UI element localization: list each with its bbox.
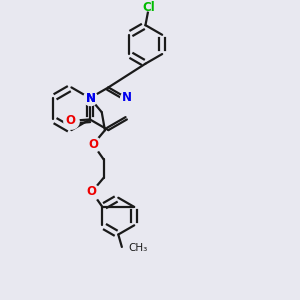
Text: N: N [85, 92, 95, 105]
Text: O: O [66, 114, 76, 128]
Text: CH₃: CH₃ [128, 243, 148, 254]
Text: N: N [122, 91, 132, 104]
Text: O: O [88, 138, 98, 151]
Text: Cl: Cl [142, 1, 155, 14]
Text: N: N [85, 92, 95, 105]
Text: O: O [87, 185, 97, 198]
